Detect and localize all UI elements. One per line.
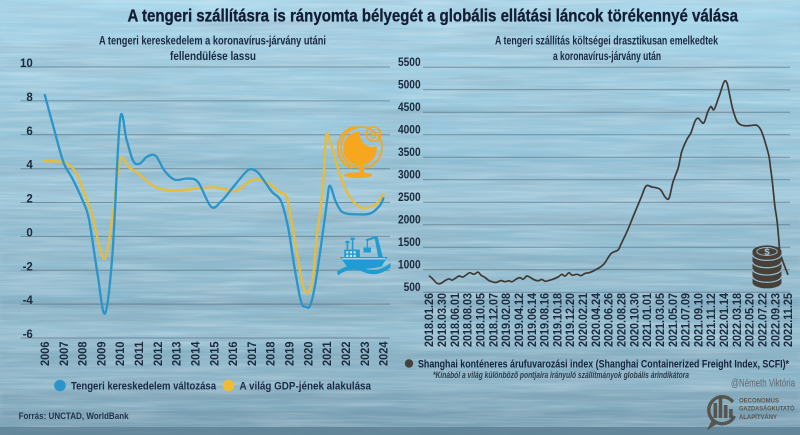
svg-text:2017: 2017 [245, 341, 259, 366]
svg-text:Tengeri kereskedelem változása: Tengeri kereskedelem változása [71, 380, 217, 392]
svg-text:8: 8 [26, 92, 33, 104]
svg-text:-6: -6 [23, 329, 33, 341]
svg-text:2016: 2016 [226, 341, 240, 366]
svg-text:2014: 2014 [189, 341, 203, 366]
svg-text:2019.08.16: 2019.08.16 [538, 293, 552, 347]
svg-text:2012: 2012 [151, 341, 165, 366]
svg-text:2022.07.22: 2022.07.22 [756, 293, 770, 347]
svg-text:A tengeri szállítás költségei: A tengeri szállítás költségei drasztikus… [495, 36, 718, 48]
svg-text:500: 500 [404, 282, 421, 294]
svg-text:2021.01.01: 2021.01.01 [640, 293, 654, 347]
svg-text:10: 10 [20, 58, 33, 70]
svg-text:1000: 1000 [398, 260, 421, 272]
svg-text:3000: 3000 [398, 170, 421, 182]
svg-text:2018.08.03: 2018.08.03 [461, 293, 475, 347]
svg-text:A világ GDP-jének alakulása: A világ GDP-jének alakulása [240, 380, 372, 392]
svg-text:2018.03.30: 2018.03.30 [435, 293, 449, 347]
svg-text:2020.06.26: 2020.06.26 [602, 293, 616, 347]
svg-text:2022.11.25: 2022.11.25 [781, 293, 795, 347]
svg-text:2000: 2000 [398, 215, 421, 227]
svg-text:ALAPÍTVÁNY: ALAPÍTVÁNY [739, 412, 777, 421]
svg-text:0: 0 [26, 227, 32, 239]
svg-text:GAZDASÁGKUTATÓ: GAZDASÁGKUTATÓ [739, 404, 795, 413]
svg-text:2007: 2007 [57, 341, 71, 366]
svg-text:2022.05.20: 2022.05.20 [743, 293, 757, 347]
svg-text:2020.04.24: 2020.04.24 [589, 293, 603, 347]
svg-text:4: 4 [26, 160, 33, 172]
svg-text:$: $ [764, 247, 770, 258]
svg-text:2013: 2013 [170, 341, 184, 366]
svg-text:2019: 2019 [283, 341, 297, 366]
svg-text:2021: 2021 [320, 341, 334, 366]
svg-text:2019.10.18: 2019.10.18 [550, 293, 564, 347]
svg-text:2021.09.10: 2021.09.10 [691, 293, 705, 347]
svg-text:5000: 5000 [398, 80, 421, 92]
svg-text:2021.03.05: 2021.03.05 [653, 293, 667, 347]
svg-text:2006: 2006 [38, 341, 52, 366]
svg-text:2018.10.05: 2018.10.05 [474, 293, 488, 347]
svg-text:2020.02.21: 2020.02.21 [576, 293, 590, 347]
svg-text:6: 6 [26, 126, 32, 138]
svg-text:-2: -2 [23, 261, 33, 273]
svg-text:OECONOMUS: OECONOMUS [739, 398, 779, 405]
svg-text:2: 2 [26, 194, 32, 206]
svg-text:2018.12.07: 2018.12.07 [486, 293, 500, 347]
svg-text:2018.06.01: 2018.06.01 [448, 293, 462, 347]
svg-text:2010: 2010 [113, 341, 127, 366]
svg-text:2022.09.23: 2022.09.23 [768, 293, 782, 347]
svg-text:2022.03.18: 2022.03.18 [730, 293, 744, 347]
svg-text:2019.06.14: 2019.06.14 [525, 293, 539, 347]
svg-text:A tengeri szállításra is rányo: A tengeri szállításra is rányomta bélyeg… [128, 6, 739, 26]
svg-text:2009: 2009 [94, 341, 108, 366]
svg-text:Shanghai konténeres árufuvaroz: Shanghai konténeres árufuvarozási index … [418, 358, 790, 370]
svg-text:4500: 4500 [398, 102, 421, 114]
svg-text:2015: 2015 [207, 341, 221, 366]
svg-text:2021.05.07: 2021.05.07 [666, 293, 680, 347]
svg-text:2500: 2500 [398, 192, 421, 204]
svg-text:*Kínából a világ különböző pon: *Kínából a világ különböző pontjaira irá… [433, 370, 689, 381]
svg-text:1500: 1500 [398, 237, 421, 249]
svg-text:2022.01.14: 2022.01.14 [717, 293, 731, 347]
svg-text:2018: 2018 [264, 341, 278, 366]
svg-text:fellendülése lassu: fellendülése lassu [170, 51, 256, 63]
svg-text:2018.01.26: 2018.01.26 [422, 293, 436, 347]
svg-text:3500: 3500 [398, 147, 421, 159]
svg-text:2011: 2011 [132, 341, 146, 366]
svg-text:2024: 2024 [377, 341, 391, 366]
svg-text:2008: 2008 [76, 341, 90, 366]
svg-text:a koronavírus-járvány után: a koronavírus-járvány után [553, 51, 661, 63]
svg-text:2019.12.20: 2019.12.20 [563, 293, 577, 347]
svg-text:5500: 5500 [398, 57, 421, 69]
svg-text:2021.07.09: 2021.07.09 [679, 293, 693, 347]
svg-text:4000: 4000 [398, 125, 421, 137]
svg-text:2019.02.08: 2019.02.08 [499, 293, 513, 347]
svg-text:@Németh Viktória: @Németh Viktória [731, 378, 796, 390]
svg-text:A tengeri kereskedelem a koron: A tengeri kereskedelem a koronavírus-jár… [99, 36, 326, 48]
svg-text:2020.08.28: 2020.08.28 [615, 293, 629, 347]
svg-text:2021.11.12: 2021.11.12 [704, 293, 718, 347]
svg-text:2022: 2022 [339, 341, 353, 366]
svg-text:-4: -4 [23, 295, 34, 307]
svg-text:2023: 2023 [358, 341, 372, 366]
svg-text:2019.04.12: 2019.04.12 [512, 293, 526, 347]
svg-text:2020: 2020 [301, 341, 315, 366]
svg-text:$: $ [370, 130, 376, 142]
svg-text:Forrás: UNCTAD, WorldBank: Forrás: UNCTAD, WorldBank [19, 411, 130, 421]
svg-text:2020.10.30: 2020.10.30 [627, 293, 641, 347]
